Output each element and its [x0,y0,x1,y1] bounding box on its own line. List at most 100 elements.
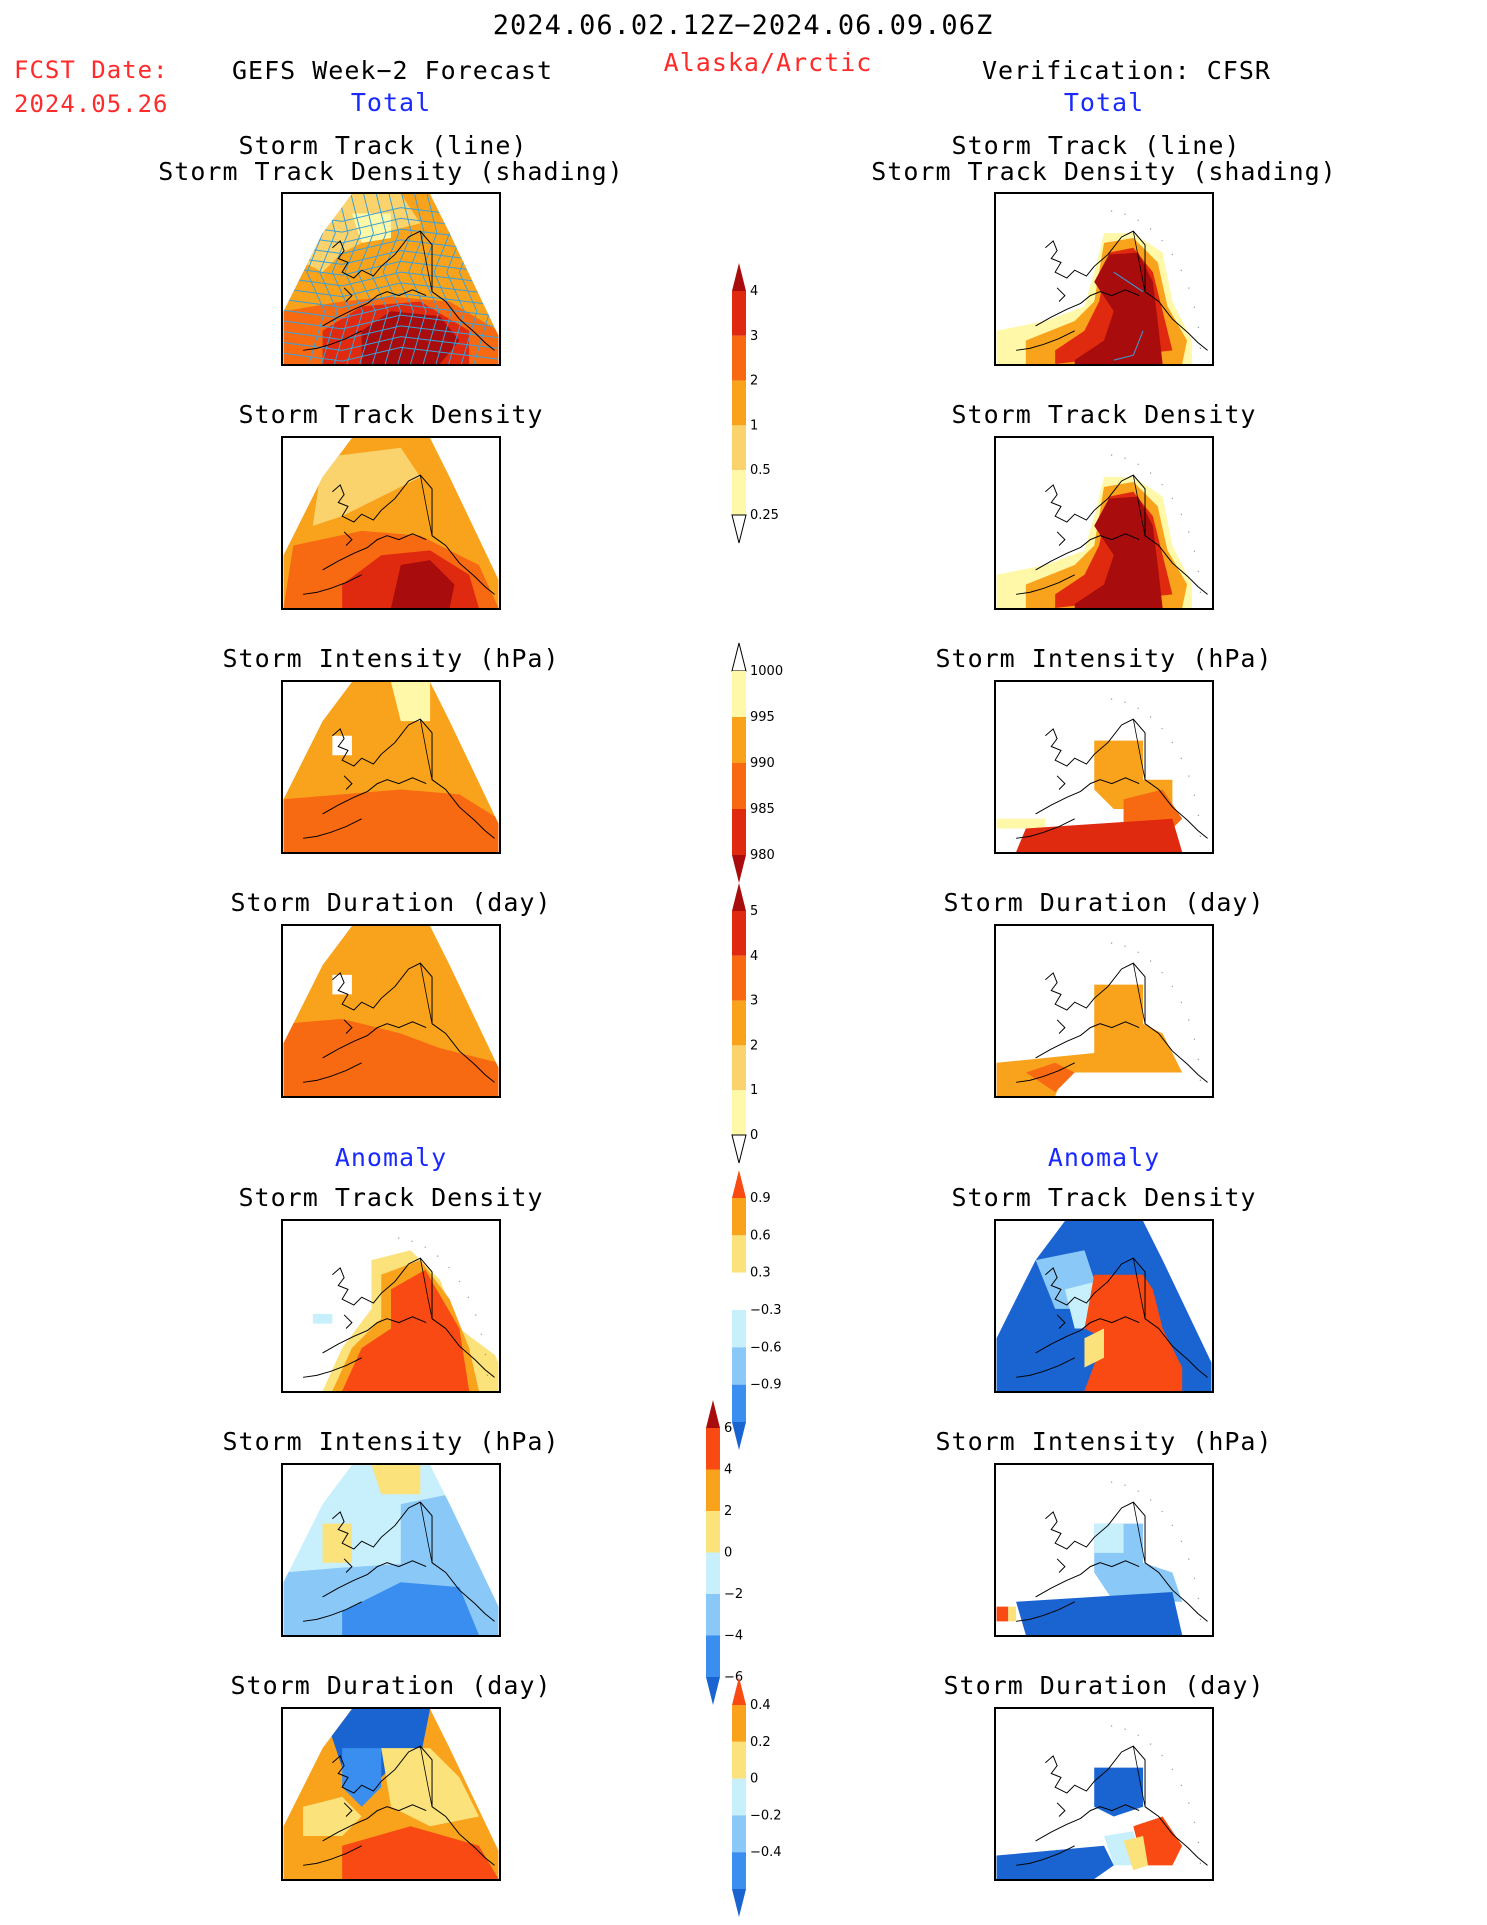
right-panel6-title: Storm Intensity (hPa) [935,1427,1273,1456]
colorbar-bottom-triangle [706,1677,720,1705]
colorbar-tick-label: 0.2 [750,1735,771,1750]
coastline [1015,718,1208,839]
colorbar-tick-label: −4 [724,1629,743,1644]
map-gefs-density-total [281,436,501,610]
map-svg [996,1709,1212,1879]
country-border [419,1258,433,1319]
colorbar-intensity: 1000 995 990 985 980 [720,642,783,887]
coastline [302,1745,495,1866]
grid-dots [397,1237,489,1377]
colorbar-segment [732,911,746,956]
colorbar-segment [732,1310,746,1348]
colorbar-tick-label: 995 [750,710,775,725]
map-cfsr-density-anomaly [994,1219,1214,1393]
left-panel2-title: Storm Track Density [238,400,544,429]
right-panel1-title-line: Storm Track (line) [951,131,1241,160]
colorbar-segment [706,1635,720,1677]
country-border [1132,475,1146,536]
colorbar-segment [732,470,746,515]
map-field-contour [381,1748,479,1827]
map-svg [283,1709,499,1879]
colorbar-tick-label: 0.4 [750,1698,771,1713]
country-border [1132,1746,1146,1807]
colorbar-segment [706,1469,720,1511]
map-svg [283,438,499,608]
map-field-contour [391,560,455,608]
colorbar-segment [732,1815,746,1853]
colorbar-top-triangle [706,1400,720,1428]
country-border [1132,1502,1146,1563]
left-panel6-title: Storm Intensity (hPa) [222,1427,560,1456]
country-border [419,475,433,536]
map-cfsr-duration-anomaly [994,1707,1214,1881]
colorbar-segment [732,425,746,471]
left-panel3-title: Storm Intensity (hPa) [222,644,560,673]
grid-dots [1110,698,1202,838]
colorbar-segment [732,1705,746,1742]
coastline [302,718,495,839]
country-border [419,231,433,292]
coastline [302,1257,495,1378]
map-svg [996,1465,1212,1635]
colorbar-segment [732,1347,746,1385]
right-column-title: Verification: CFSR [982,56,1271,85]
left-panel4-title: Storm Duration (day) [230,888,552,917]
colorbar-tick-label: 0.5 [750,463,771,478]
map-field-contour [996,1606,1009,1622]
map-field-contour [1094,740,1173,810]
colorbar-segment [732,955,746,1001]
map-field-contour [283,789,499,852]
map-gefs-duration-total [281,924,501,1098]
map-field-contour [1123,1836,1148,1871]
coastline [1015,962,1208,1083]
colorbar-tick-label: 2 [750,374,758,389]
colorbar-tick-label: 0.25 [750,508,779,523]
map-field-contour [312,447,421,526]
colorbar-tick-label: 6 [724,1421,732,1436]
colorbar-segment [732,1741,746,1779]
map-field-contour [1084,1274,1183,1391]
right-panel2-title: Storm Track Density [951,400,1257,429]
left-panel5-title: Storm Track Density [238,1183,544,1212]
colorbar-segment [732,291,746,336]
colorbar-bottom-triangle [732,855,746,883]
colorbar-segment [732,1235,746,1273]
colorbar-segment [732,717,746,763]
colorbar-tick-label: 3 [750,329,758,344]
colorbar-svg: 5 4 3 2 1 0 [731,883,758,1164]
colorbar-tick-label: 5 [750,904,758,919]
map-field-contour [283,1018,499,1096]
left-column-title: GEFS Week−2 Forecast [232,56,554,85]
colorbar-tick-label: −0.4 [750,1845,782,1860]
map-svg [996,194,1212,364]
grid-dots [1110,210,1202,350]
colorbar-bottom-triangle [731,1134,747,1164]
map-svg [996,682,1212,852]
colorbar-top-triangle [732,1677,746,1705]
colorbar-tick-label: −0.6 [750,1340,782,1355]
colorbar-tick-label: 0 [724,1546,732,1561]
region-title: Alaska/Arctic [663,48,873,77]
colorbar-tick-label: −0.9 [750,1378,782,1393]
map-gefs-intensity-anomaly [281,1463,501,1637]
left-total-label: Total [350,88,432,117]
colorbar-tick-label: 2 [750,1038,758,1053]
country-border [1132,231,1146,292]
country-border [419,1502,433,1563]
map-cfsr-density-total [994,436,1214,610]
coastline [1015,474,1208,595]
map-field-contour [1094,1767,1144,1817]
colorbar-segment [732,1198,746,1236]
left-anomaly-label: Anomaly [334,1143,448,1172]
colorbar-top-triangle [731,642,747,672]
right-panel7-title: Storm Duration (day) [943,1671,1265,1700]
right-panel5-title: Storm Track Density [951,1183,1257,1212]
colorbar-tick-label: 0 [750,1772,758,1787]
colorbar-segment [732,380,746,426]
colorbar-segment [732,1778,746,1816]
colorbar-tick-label: 4 [750,284,758,299]
country-border [419,719,433,780]
map-field-contour [322,1523,352,1563]
colorbar-tick-label: 0 [750,1128,758,1143]
